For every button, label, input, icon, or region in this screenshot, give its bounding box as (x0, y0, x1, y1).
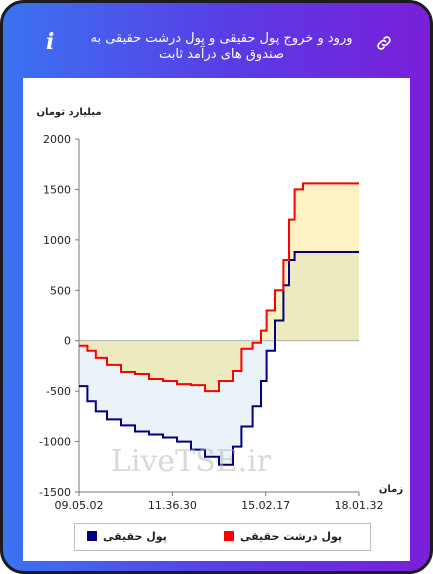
series-line-navy (79, 250, 359, 466)
y-tick-label: 500 (50, 284, 71, 297)
legend-swatch-red (224, 531, 234, 541)
chart-card-title: ورود و خروج پول حقیقی و پول درشت حقیقی ب… (90, 31, 353, 62)
chart-panel: 2000 1500 1000 500 0 -500 -1000 -1500 09.05.02 11… (23, 78, 410, 561)
y-tick-label: -1500 (39, 486, 71, 499)
y-tick-label: -1000 (39, 436, 71, 449)
y-tick-label: -500 (46, 385, 71, 398)
y-tick-label: 1000 (43, 234, 71, 247)
x-tick-label: 09.05.02 (55, 499, 104, 512)
x-axis-label: زمان (379, 484, 403, 495)
series-line-red (79, 182, 359, 393)
watermark: LiveTSE.ir (111, 444, 272, 479)
y-axis-label: میلیارد تومان (36, 107, 101, 118)
header: i ورود و خروج پول حقیقی و پول درشت حقیقی… (3, 3, 433, 78)
legend-label-navy: پول حقیقی (103, 530, 167, 543)
link-icon[interactable] (375, 34, 393, 52)
area-between-positive (261, 183, 359, 341)
y-tick-label: 0 (64, 335, 71, 348)
y-tick-label: 2000 (43, 133, 71, 146)
x-tick-label: 11.36.30 (148, 499, 197, 512)
area-between-negative (79, 340, 275, 465)
legend-label-red: پول درشت حقیقی (240, 530, 343, 543)
legend-swatch-navy (87, 531, 97, 541)
legend: پول حقیقی پول درشت حقیقی (74, 523, 371, 551)
x-tick-label: 18.01.32 (335, 499, 384, 512)
x-tick-label: 15.02.17 (241, 499, 290, 512)
y-tick-label: 1500 (43, 183, 71, 196)
info-icon[interactable]: i (46, 29, 55, 55)
